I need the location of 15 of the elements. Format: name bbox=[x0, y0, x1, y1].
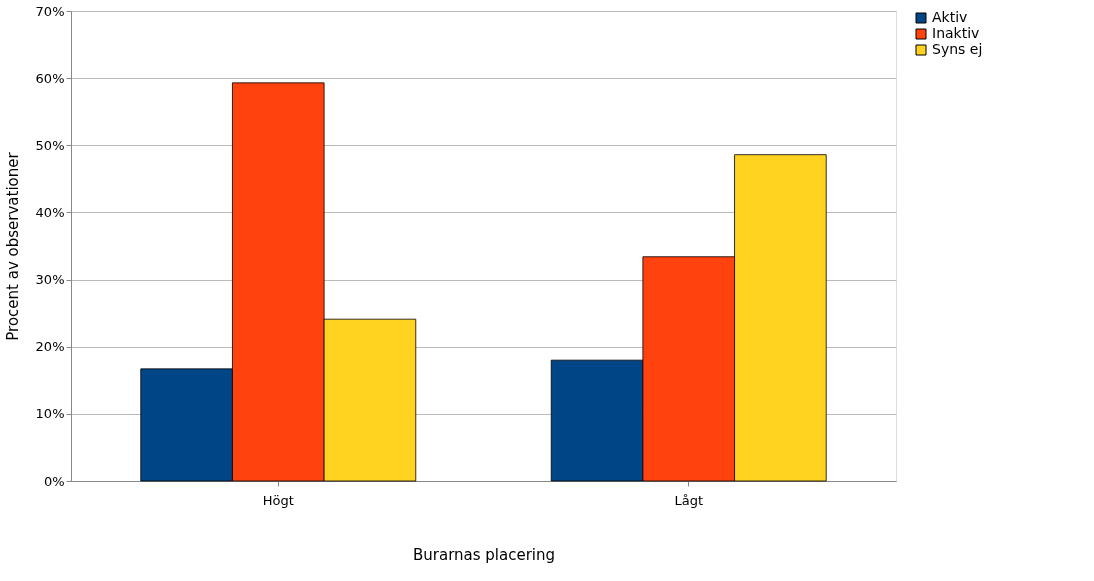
legend-label: Aktiv bbox=[932, 9, 968, 25]
y-tick-label: 0% bbox=[43, 473, 65, 489]
y-tick-label: 50% bbox=[35, 137, 65, 153]
y-tick-label: 70% bbox=[35, 3, 65, 19]
legend-label: Inaktiv bbox=[932, 25, 980, 41]
y-tick-label: 20% bbox=[35, 339, 65, 355]
y-tick-label: 10% bbox=[35, 406, 65, 422]
x-tick-label: Lågt bbox=[674, 492, 704, 508]
y-axis-title: Procent av observationer bbox=[3, 151, 22, 341]
x-axis-title: Burarnas placering bbox=[412, 545, 556, 564]
x-tick-label: Högt bbox=[262, 492, 294, 508]
y-tick-label: 60% bbox=[35, 70, 65, 86]
y-tick-label: 30% bbox=[35, 272, 65, 288]
legend-label: Syns ej bbox=[932, 41, 983, 57]
y-tick-label: 40% bbox=[35, 204, 65, 220]
